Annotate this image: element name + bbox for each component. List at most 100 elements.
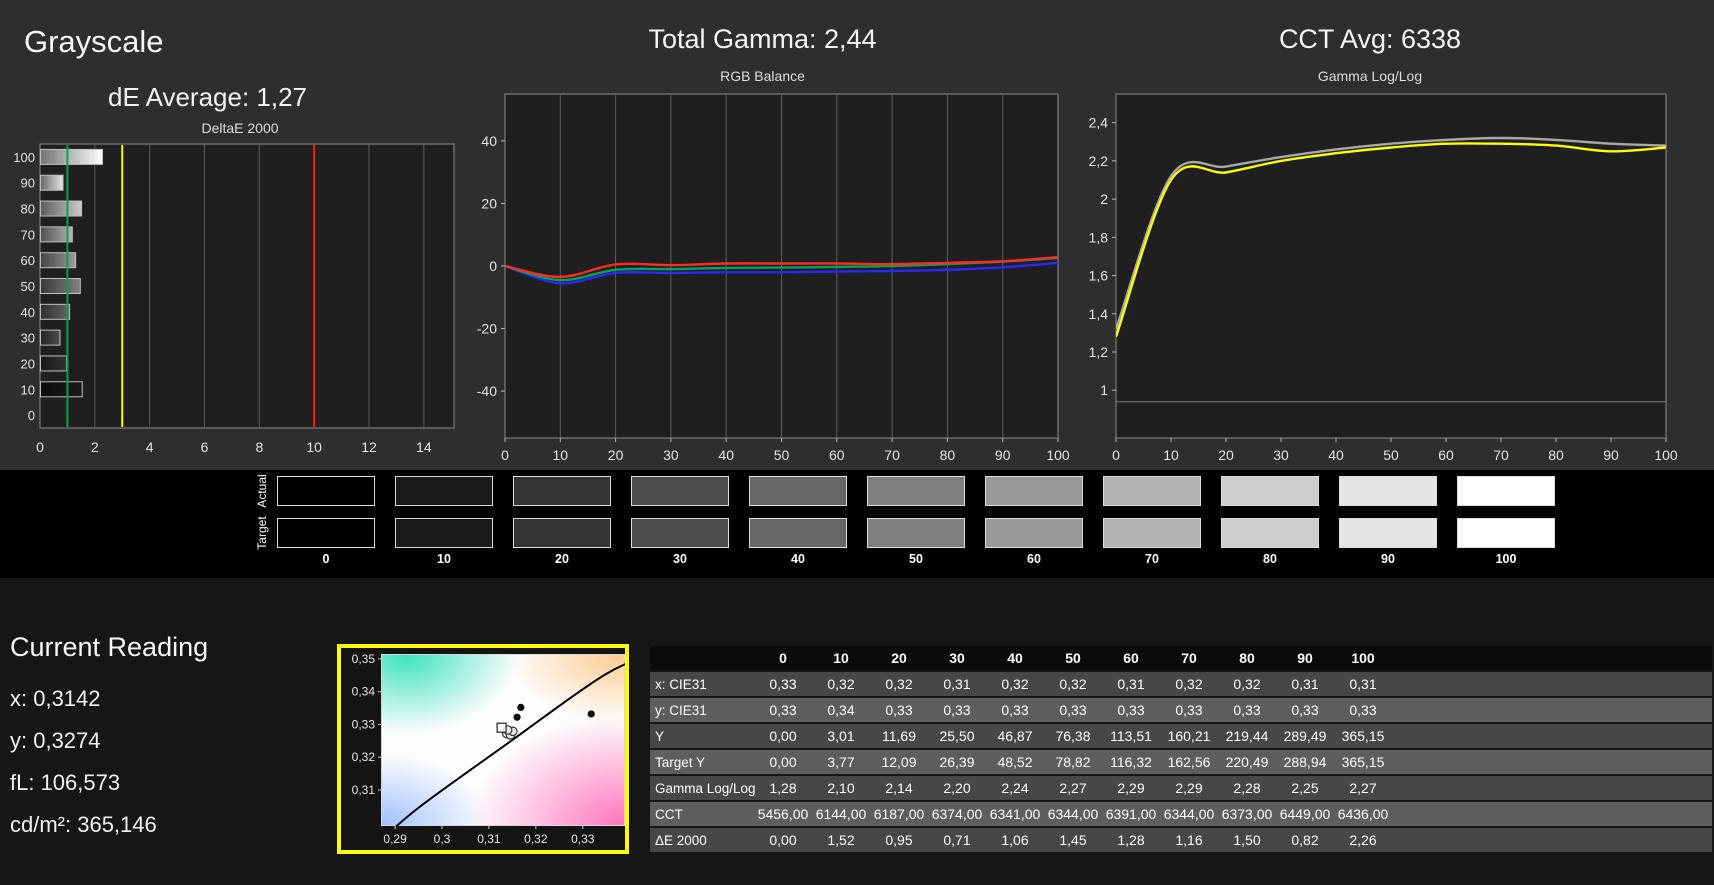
table-cell: 2,29 — [1102, 776, 1160, 800]
table-cell: 2,29 — [1160, 776, 1218, 800]
svg-text:4: 4 — [146, 439, 154, 455]
table-cell: 2,10 — [812, 776, 870, 800]
svg-text:30: 30 — [663, 447, 679, 463]
de-average-label: dE Average: 1,27 — [108, 82, 308, 112]
table-cell: 0,32 — [870, 672, 928, 696]
svg-text:60: 60 — [21, 253, 35, 268]
table-cell: 0,33 — [1044, 698, 1102, 722]
svg-text:2,4: 2,4 — [1089, 115, 1109, 131]
table-cell: 160,21 — [1160, 724, 1218, 748]
table-cell: 2,20 — [928, 776, 986, 800]
table-cell: 76,38 — [1044, 724, 1102, 748]
col-header-90: 90 — [1276, 646, 1334, 670]
table-cell: 2,14 — [870, 776, 928, 800]
svg-text:90: 90 — [1603, 447, 1619, 463]
swatch-column-10: 10 — [395, 476, 493, 566]
svg-text:8: 8 — [255, 439, 263, 455]
svg-text:60: 60 — [1438, 447, 1454, 463]
svg-text:40: 40 — [21, 305, 35, 320]
table-header-row: 0 10 20 30 40 50 60 70 80 90 100 — [650, 646, 1712, 670]
svg-text:50: 50 — [774, 447, 790, 463]
table-cell: 2,26 — [1334, 828, 1392, 852]
table-cell: 0,00 — [754, 828, 812, 852]
swatch-column-20: 20 — [513, 476, 611, 566]
table-cell: 0,00 — [754, 750, 812, 774]
col-header-60: 60 — [1102, 646, 1160, 670]
table-cell: 0,33 — [928, 698, 986, 722]
swatch-level-label: 0 — [322, 552, 330, 566]
table-cell: 0,34 — [812, 698, 870, 722]
swatch-column-90: 90 — [1339, 476, 1437, 566]
table-cell: 6391,00 — [1102, 802, 1160, 826]
svg-text:50: 50 — [21, 279, 35, 294]
table-filler — [1392, 698, 1712, 722]
svg-text:80: 80 — [1548, 447, 1564, 463]
target-swatch-100 — [1457, 518, 1555, 548]
table-cell: 6374,00 — [928, 802, 986, 826]
svg-text:0: 0 — [489, 258, 497, 274]
swatch-level-label: 80 — [1263, 552, 1277, 566]
current-reading-line-2: fL: 106,573 — [10, 770, 121, 795]
readings-section: Current Reading x: 0,3142 y: 0,3274 fL: 10… — [0, 578, 1714, 885]
svg-text:1,8: 1,8 — [1089, 229, 1109, 245]
table-cell: 46,87 — [986, 724, 1044, 748]
svg-text:0,33: 0,33 — [352, 717, 376, 731]
table-cell: 0,31 — [1334, 672, 1392, 696]
table-cell: 0,32 — [812, 672, 870, 696]
table-cell: 48,52 — [986, 750, 1044, 774]
svg-text:40: 40 — [1328, 447, 1344, 463]
svg-text:0: 0 — [36, 439, 44, 455]
total-gamma-title: Total Gamma: 2,44 — [648, 24, 877, 54]
table-cell: 1,52 — [812, 828, 870, 852]
measurement-table: 0 10 20 30 40 50 60 70 80 90 100 x: CIE31 0,33 0,32 0,… — [650, 644, 1712, 854]
svg-text:0: 0 — [1112, 447, 1120, 463]
table-filler — [1392, 750, 1712, 774]
svg-text:0,33: 0,33 — [571, 832, 595, 846]
table-cell: 1,16 — [1160, 828, 1218, 852]
table-cell: 219,44 — [1218, 724, 1276, 748]
svg-text:30: 30 — [1273, 447, 1289, 463]
current-reading-line-3: cd/m²: 365,146 — [10, 812, 157, 837]
table-cell: 0,32 — [1160, 672, 1218, 696]
table-cell: 0,33 — [754, 672, 812, 696]
svg-text:0,31: 0,31 — [477, 832, 501, 846]
svg-text:6: 6 — [201, 439, 209, 455]
target-swatch-0 — [277, 518, 375, 548]
table-cell: 0,31 — [928, 672, 986, 696]
target-swatch-50 — [867, 518, 965, 548]
table-cell: 6341,00 — [986, 802, 1044, 826]
swatch-level-label: 20 — [555, 552, 569, 566]
svg-text:80: 80 — [940, 447, 956, 463]
table-cell: 0,95 — [870, 828, 928, 852]
cie-chart-frame: 0,35 0,34 0,33 0,32 0,31 0,29 0,3 0,31 0,32 0,33 — [337, 644, 629, 854]
table-cell: 116,32 — [1102, 750, 1160, 774]
target-swatch-70 — [1103, 518, 1201, 548]
current-reading-values: x: 0,3142 y: 0,3274 fL: 106,573 cd/m²: 365,… — [10, 678, 157, 846]
table-cell: 6144,00 — [812, 802, 870, 826]
svg-text:100: 100 — [1654, 447, 1678, 463]
svg-text:12: 12 — [361, 439, 377, 455]
table-corner — [650, 646, 754, 670]
svg-text:60: 60 — [829, 447, 845, 463]
row-label: ΔE 2000 — [650, 828, 754, 852]
swatch-columns: 0 10 20 30 40 50 60 70 80 90 100 — [277, 476, 1555, 566]
row-label: CCT — [650, 802, 754, 826]
cct-avg-title: CCT Avg: 6338 — [1278, 24, 1462, 54]
swatch-level-label: 30 — [673, 552, 687, 566]
actual-swatch-80 — [1221, 476, 1319, 506]
table-cell: 5456,00 — [754, 802, 812, 826]
table-cell: 2,27 — [1044, 776, 1102, 800]
table-cell: 26,39 — [928, 750, 986, 774]
svg-text:0: 0 — [28, 408, 35, 423]
swatch-column-40: 40 — [749, 476, 847, 566]
table-row: Target Y 0,00 3,77 12,09 26,39 48,52 78,82 116,… — [650, 750, 1712, 774]
swatch-column-0: 0 — [277, 476, 375, 566]
table-cell: 1,28 — [1102, 828, 1160, 852]
col-header-10: 10 — [812, 646, 870, 670]
table-cell: 1,06 — [986, 828, 1044, 852]
actual-swatch-0 — [277, 476, 375, 506]
swatch-column-70: 70 — [1103, 476, 1201, 566]
svg-text:1,2: 1,2 — [1089, 344, 1109, 360]
